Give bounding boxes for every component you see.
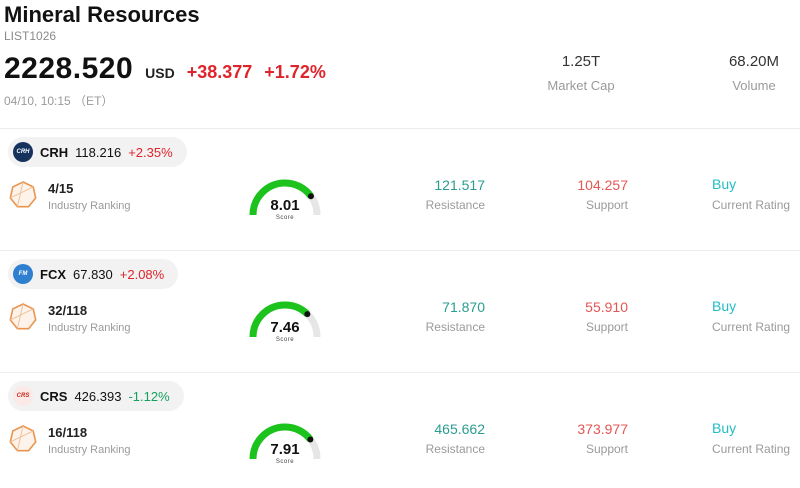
volume-label: Volume: [732, 78, 776, 93]
index-change-abs: +38.377: [186, 62, 253, 82]
score-value: 8.01: [270, 197, 300, 214]
resistance-value: 71.870: [442, 299, 485, 315]
ticker-change: -1.12%: [128, 388, 170, 404]
ticker-symbol: FCX: [40, 266, 66, 282]
ticker-price: 67.830: [73, 266, 113, 282]
support-label: Support: [585, 198, 628, 212]
resistance-label: Resistance: [425, 198, 485, 212]
resistance-block: 465.662 Resistance: [368, 421, 485, 456]
ticker-symbol: CRH: [40, 144, 69, 160]
index-price-row: 2228.520 USD +38.377 +1.72%: [4, 52, 326, 86]
ticker-pill-fcx[interactable]: FM FCX 67.830 +2.08%: [8, 259, 179, 289]
ranking-label: Industry Ranking: [48, 200, 131, 212]
support-block: 373.977 Support: [518, 421, 628, 456]
score-label: Score: [275, 215, 295, 221]
resistance-label: Resistance: [425, 442, 485, 456]
score-value: 7.46: [270, 319, 300, 336]
rating-block: Buy Current Rating: [712, 298, 790, 334]
support-label: Support: [585, 320, 628, 334]
ranking-value: 4/15: [48, 181, 74, 196]
ranking-value: 32/118: [48, 303, 88, 318]
industry-ranking-icon: [8, 423, 39, 459]
ticker-price: 426.393: [74, 388, 122, 404]
crs-logo: CRS: [13, 386, 33, 406]
stock-section-fcx: FM FCX 67.830 +2.08% 32/118 Industry Ran…: [0, 250, 800, 372]
rating-value[interactable]: Buy: [712, 298, 737, 314]
support-block: 55.910 Support: [518, 299, 628, 334]
score-gauge: 8.01 Score: [243, 171, 327, 233]
index-change-pct: +1.72%: [264, 62, 326, 82]
resistance-value: 465.662: [434, 421, 485, 437]
industry-ranking: 4/15 Industry Ranking: [48, 181, 131, 212]
resistance-label: Resistance: [425, 320, 485, 334]
industry-ranking: 32/118 Industry Ranking: [48, 303, 131, 334]
ticker-pill-crs[interactable]: CRS CRS 426.393 -1.12%: [8, 381, 184, 411]
rating-block: Buy Current Rating: [712, 176, 790, 212]
currency-label: USD: [145, 65, 175, 81]
market-cap-value: 1.25T: [561, 53, 601, 70]
rating-label: Current Rating: [712, 320, 791, 334]
stock-section-crs: CRS CRS 426.393 -1.12% 16/118 Industry R…: [0, 372, 800, 488]
ranking-label: Industry Ranking: [48, 444, 131, 456]
industry-ranking-icon: [8, 301, 39, 337]
support-value: 104.257: [577, 177, 628, 193]
ticker-pill-crh[interactable]: CRH CRH 118.216 +2.35%: [8, 137, 187, 167]
ranking-label: Industry Ranking: [48, 322, 131, 334]
ticker-change: +2.35%: [128, 144, 173, 160]
fcx-logo: FM: [13, 264, 33, 284]
quote-timestamp: 04/10, 10:15 （ET）: [4, 94, 114, 108]
rating-value[interactable]: Buy: [712, 420, 737, 436]
market-cap-label: Market Cap: [547, 78, 615, 93]
crh-logo: CRH: [13, 142, 33, 162]
resistance-value: 121.517: [434, 177, 485, 193]
resistance-block: 121.517 Resistance: [368, 177, 485, 212]
support-value: 55.910: [585, 299, 628, 315]
support-value: 373.977: [577, 421, 628, 437]
list-id: LIST1026: [4, 29, 57, 43]
rating-label: Current Rating: [712, 198, 791, 212]
score-label: Score: [275, 337, 295, 343]
ticker-price: 118.216: [75, 144, 122, 160]
score-value: 7.91: [270, 441, 300, 458]
score-gauge: 7.91 Score: [243, 415, 327, 477]
ranking-value: 16/118: [48, 425, 88, 440]
score-gauge: 7.46 Score: [243, 293, 327, 355]
rating-label: Current Rating: [712, 442, 791, 456]
rating-block: Buy Current Rating: [712, 420, 790, 456]
stock-section-crh: CRH CRH 118.216 +2.35% 4/15 Industry Ran…: [0, 128, 800, 250]
index-price: 2228.520: [4, 52, 134, 85]
page-title: Mineral Resources: [4, 2, 200, 27]
support-block: 104.257 Support: [518, 177, 628, 212]
industry-ranking: 16/118 Industry Ranking: [48, 425, 131, 456]
resistance-block: 71.870 Resistance: [368, 299, 485, 334]
rating-value[interactable]: Buy: [712, 176, 737, 192]
industry-ranking-icon: [8, 179, 39, 215]
volume-block: 68.20M Volume: [712, 53, 796, 93]
market-cap-block: 1.25T Market Cap: [536, 53, 626, 93]
score-label: Score: [275, 459, 295, 465]
ticker-change: +2.08%: [119, 266, 165, 282]
volume-value: 68.20M: [728, 53, 780, 70]
ticker-symbol: CRS: [40, 388, 68, 404]
support-label: Support: [585, 442, 628, 456]
